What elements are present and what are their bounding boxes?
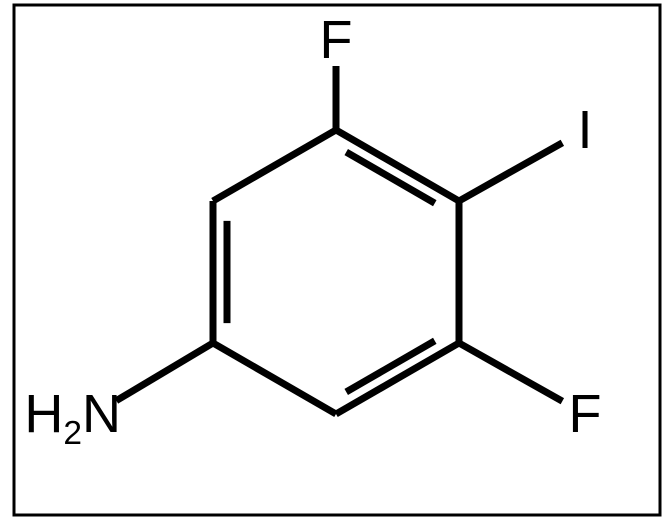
molecule-svg xyxy=(0,0,670,523)
molecule-canvas: F I F H2N xyxy=(0,0,670,523)
